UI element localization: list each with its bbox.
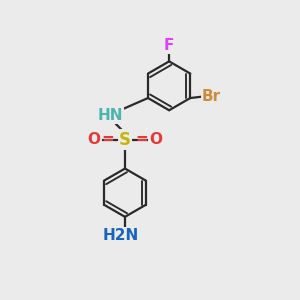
Text: O: O: [88, 132, 100, 147]
Text: S: S: [119, 131, 131, 149]
Text: O: O: [149, 132, 162, 147]
Text: HN: HN: [98, 108, 123, 123]
Text: =: =: [136, 131, 148, 146]
Text: H2N: H2N: [102, 229, 139, 244]
Text: F: F: [164, 38, 174, 53]
Text: =: =: [102, 131, 114, 146]
Text: Br: Br: [202, 89, 221, 104]
